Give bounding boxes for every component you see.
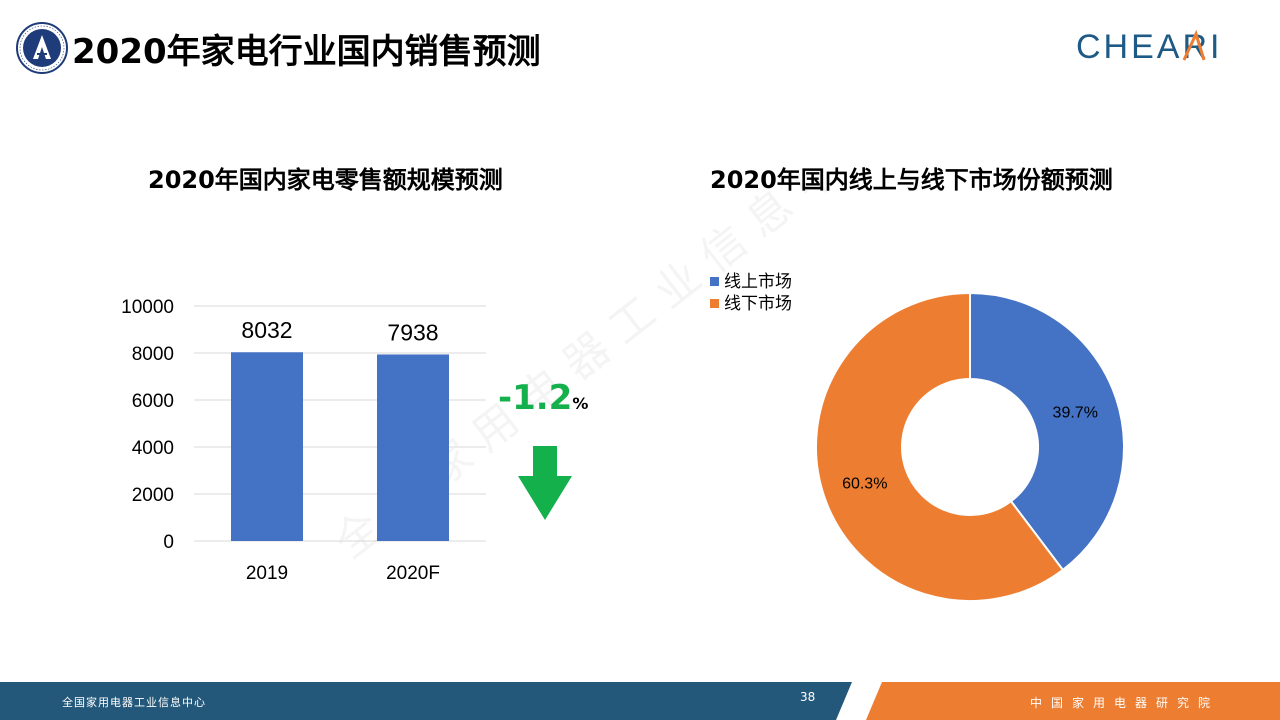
association-seal-icon — [16, 22, 68, 74]
bar — [377, 354, 449, 541]
legend-label: 线下市场 — [724, 294, 792, 314]
footer-right-text: 中国家用电器研究院 — [1030, 696, 1220, 710]
x-tick-label: 2020F — [386, 563, 440, 584]
change-unit: % — [572, 394, 589, 413]
page-title: 2020年家电行业国内销售预测 — [72, 32, 541, 72]
brand-logo: CHEARI — [1076, 28, 1219, 66]
footer-left-text: 全国家用电器工业信息中心 — [62, 696, 206, 709]
bar-data-label: 8032 — [241, 317, 292, 343]
down-arrow-icon — [518, 446, 572, 520]
bar-data-label: 7938 — [387, 319, 438, 345]
change-value: -1.2 — [498, 378, 573, 418]
slice-data-label: 60.3% — [842, 475, 887, 492]
donut-slice — [815, 291, 1065, 602]
y-tick-label: 10000 — [121, 297, 174, 318]
y-tick-label: 8000 — [132, 344, 174, 365]
donut-chart-title: 2020年国内线上与线下市场份额预测 — [710, 166, 1113, 194]
change-indicator: -1.2% — [498, 378, 588, 418]
bar — [231, 352, 303, 541]
x-tick-label: 2019 — [246, 563, 288, 584]
donut-slice — [969, 291, 1125, 572]
y-tick-label: 4000 — [132, 438, 174, 459]
footer-bar — [0, 682, 1280, 720]
y-tick-label: 0 — [163, 532, 174, 553]
legend-swatch — [710, 299, 719, 308]
y-tick-label: 2000 — [132, 485, 174, 506]
bar-chart: 0 2000 4000 6000 8000 10000 8032 2019 7938 2020F — [121, 297, 486, 584]
slice-data-label: 39.7% — [1053, 405, 1098, 422]
legend-swatch — [710, 277, 719, 286]
bar-chart-title: 2020年国内家电零售额规模预测 — [148, 166, 503, 194]
y-tick-label: 6000 — [132, 391, 174, 412]
page-number: 38 — [800, 690, 816, 704]
legend-label: 线上市场 — [724, 272, 792, 292]
